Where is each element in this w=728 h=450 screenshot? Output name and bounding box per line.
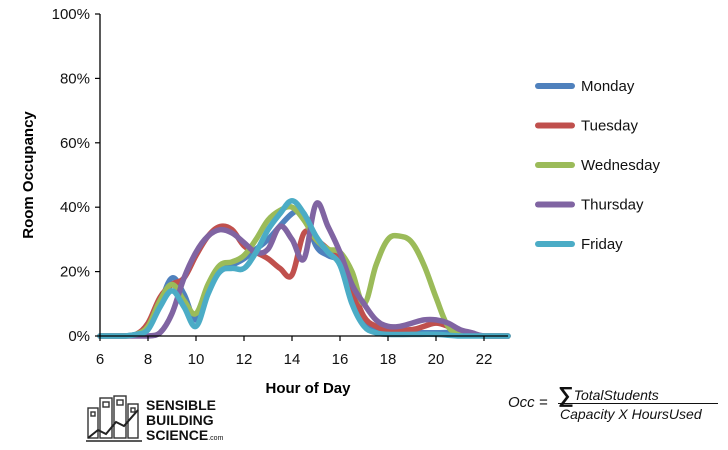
x-tick-label: 16 (332, 351, 349, 368)
x-tick-label: 22 (476, 351, 493, 368)
sensible-building-science-logo (86, 395, 142, 442)
x-tick-label: 12 (236, 351, 253, 368)
series-line-thursday (97, 200, 511, 339)
x-tick-label: 14 (284, 351, 301, 368)
y-tick-label: 100% (52, 6, 90, 23)
legend-label-monday: Monday (581, 78, 635, 95)
legend-label-wednesday: Wednesday (581, 157, 660, 174)
legend-label-friday: Friday (581, 236, 623, 253)
formula-denominator: Capacity X HoursUsed (560, 406, 702, 422)
y-tick-label: 20% (60, 264, 90, 281)
ticks-layer: 0% 20% 40% 60% 80% 100% 6 8 10 12 14 16 18 20 22 (52, 6, 493, 368)
formula-lhs: Occ = (508, 394, 548, 411)
legend: Monday Tuesday Wednesday Thursday Friday (535, 78, 660, 253)
x-tick-label: 10 (188, 351, 205, 368)
sum-symbol: ∑ (558, 382, 574, 407)
logo-wordmark: Sensible Building Science.com (146, 398, 223, 446)
x-tick-label: 6 (96, 351, 104, 368)
series-line-friday (97, 198, 511, 339)
series-line-monday (97, 206, 511, 339)
logo-suffix: .com (208, 435, 224, 442)
formula-numerator: ∑TotalStudents (558, 382, 659, 408)
x-tick-label: 20 (428, 351, 445, 368)
x-tick-label: 8 (144, 351, 152, 368)
legend-label-thursday: Thursday (581, 197, 644, 214)
logo-line-3: Science (146, 427, 209, 443)
y-axis-title: Room Occupancy (20, 111, 37, 239)
series-layer (97, 198, 511, 339)
series-line-wednesday (97, 203, 511, 339)
occupancy-formula: Occ = ∑TotalStudents Capacity X HoursUse… (508, 380, 718, 430)
x-tick-label: 18 (380, 351, 397, 368)
axes-layer (99, 14, 508, 337)
logo-line-2: Building (146, 412, 214, 428)
legend-label-tuesday: Tuesday (581, 118, 638, 135)
y-tick-label: 0% (68, 328, 90, 345)
fraction-bar (558, 403, 718, 404)
formula-numerator-text: TotalStudents (573, 387, 659, 403)
x-axis-title: Hour of Day (265, 380, 351, 397)
y-tick-label: 40% (60, 199, 90, 216)
logo-line-1: Sensible (146, 397, 217, 413)
y-tick-label: 60% (60, 135, 90, 152)
y-tick-label: 80% (60, 70, 90, 87)
